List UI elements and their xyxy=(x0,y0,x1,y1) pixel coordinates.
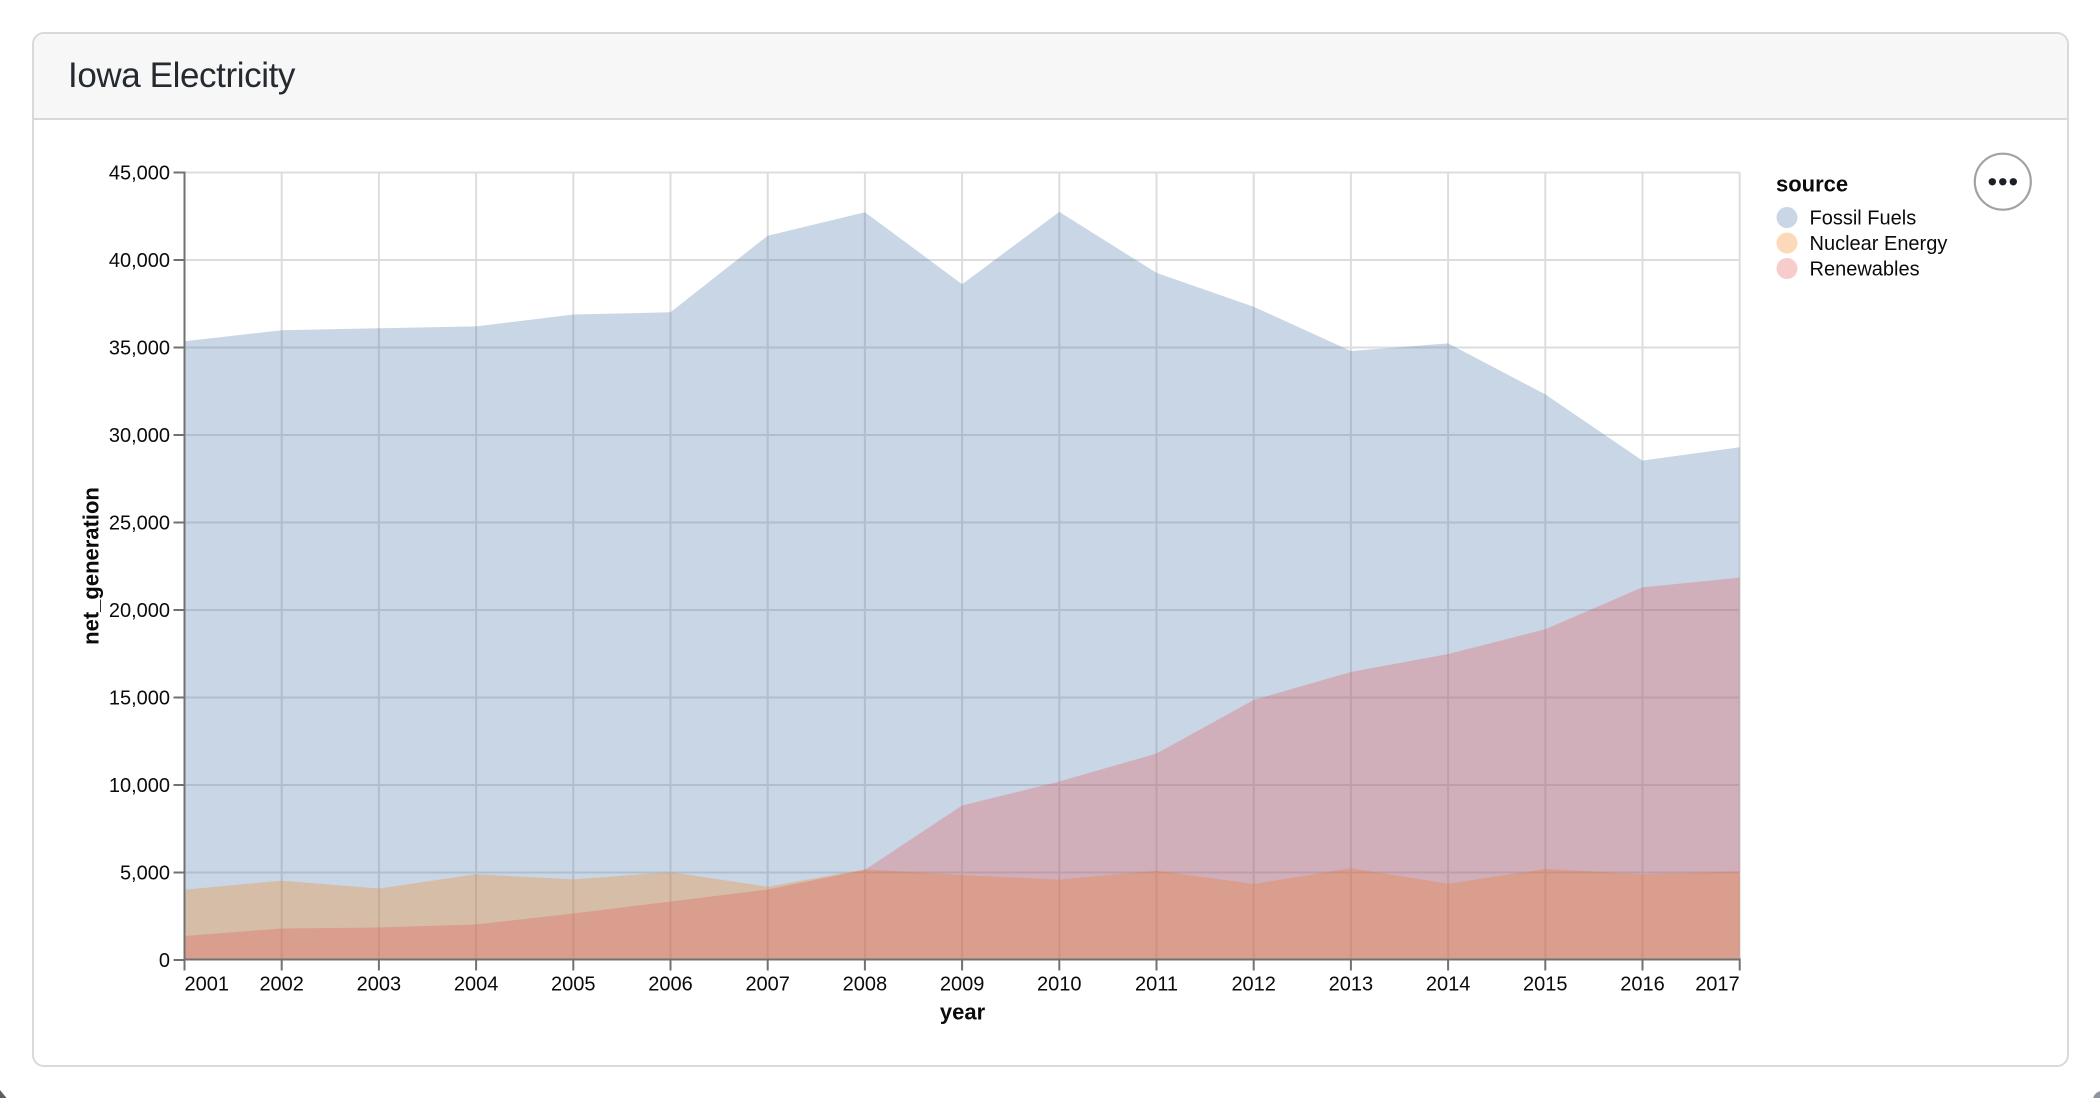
svg-text:35,000: 35,000 xyxy=(109,338,170,360)
svg-text:5,000: 5,000 xyxy=(120,863,170,885)
svg-text:40,000: 40,000 xyxy=(109,250,170,272)
svg-text:2013: 2013 xyxy=(1329,974,1374,996)
svg-text:2005: 2005 xyxy=(551,974,596,996)
svg-text:20,000: 20,000 xyxy=(109,600,170,622)
svg-text:2012: 2012 xyxy=(1231,974,1276,996)
svg-text:net_generation: net_generation xyxy=(79,487,104,645)
svg-text:2014: 2014 xyxy=(1426,974,1471,996)
svg-text:30,000: 30,000 xyxy=(109,425,170,447)
svg-text:Nuclear Energy: Nuclear Energy xyxy=(1810,233,1948,255)
svg-text:0: 0 xyxy=(159,950,170,972)
svg-text:25,000: 25,000 xyxy=(109,513,170,535)
svg-text:2011: 2011 xyxy=(1135,974,1178,996)
svg-text:2009: 2009 xyxy=(940,974,985,996)
svg-text:15,000: 15,000 xyxy=(109,688,170,710)
svg-text:2004: 2004 xyxy=(454,974,499,996)
svg-text:2003: 2003 xyxy=(357,974,402,996)
svg-text:2001: 2001 xyxy=(185,974,230,996)
svg-text:2006: 2006 xyxy=(648,974,693,996)
svg-text:2008: 2008 xyxy=(843,974,888,996)
svg-text:year: year xyxy=(940,1000,986,1025)
svg-text:Fossil Fuels: Fossil Fuels xyxy=(1810,208,1917,230)
svg-text:2016: 2016 xyxy=(1620,974,1665,996)
svg-text:Renewables: Renewables xyxy=(1810,259,1920,281)
svg-text:source: source xyxy=(1776,172,1848,197)
svg-text:2007: 2007 xyxy=(745,974,790,996)
svg-text:2017: 2017 xyxy=(1695,974,1740,996)
svg-text:10,000: 10,000 xyxy=(109,775,170,797)
svg-text:2015: 2015 xyxy=(1523,974,1568,996)
svg-text:2010: 2010 xyxy=(1037,974,1082,996)
svg-text:45,000: 45,000 xyxy=(109,163,170,185)
svg-text:2002: 2002 xyxy=(259,974,304,996)
